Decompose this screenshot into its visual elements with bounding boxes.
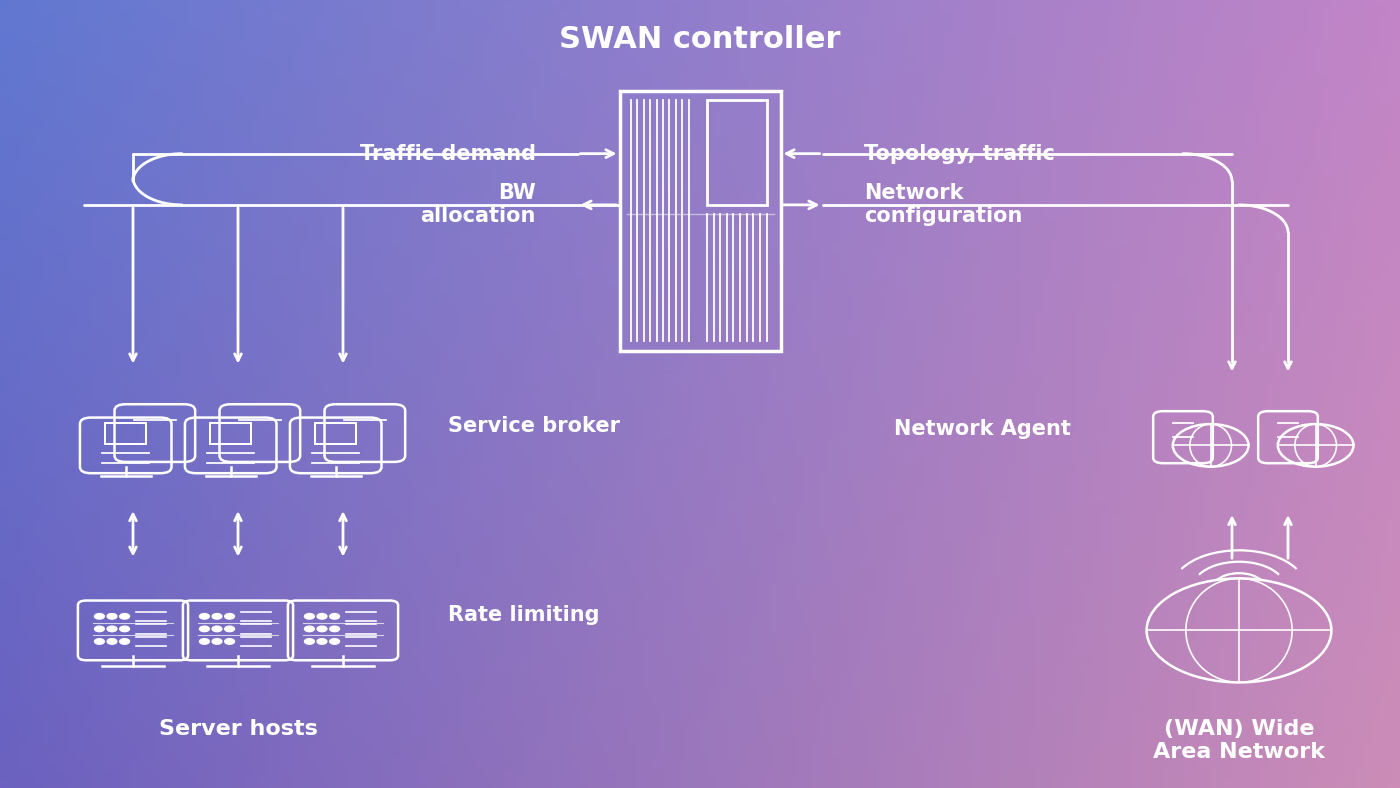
Circle shape: [95, 614, 105, 619]
Circle shape: [224, 614, 235, 619]
Circle shape: [106, 626, 118, 632]
Text: Network Agent: Network Agent: [895, 419, 1071, 440]
Circle shape: [330, 626, 339, 632]
Bar: [707, 100, 767, 205]
Text: Server hosts: Server hosts: [158, 719, 318, 739]
Circle shape: [213, 639, 223, 645]
Circle shape: [305, 639, 314, 645]
Text: (WAN) Wide
Area Network: (WAN) Wide Area Network: [1154, 719, 1324, 762]
Circle shape: [213, 626, 223, 632]
Circle shape: [199, 614, 210, 619]
Circle shape: [95, 639, 105, 645]
Bar: [619, 91, 781, 351]
Circle shape: [213, 614, 223, 619]
Circle shape: [199, 639, 210, 645]
Text: Traffic demand: Traffic demand: [360, 143, 535, 164]
Bar: [315, 423, 357, 444]
Circle shape: [106, 614, 118, 619]
Circle shape: [305, 626, 314, 632]
Circle shape: [95, 626, 105, 632]
Circle shape: [106, 639, 118, 645]
Circle shape: [119, 614, 129, 619]
Text: Service broker: Service broker: [448, 415, 620, 436]
Circle shape: [224, 639, 235, 645]
Text: Network
configuration: Network configuration: [864, 184, 1023, 226]
Circle shape: [330, 614, 339, 619]
Circle shape: [119, 626, 129, 632]
Text: SWAN controller: SWAN controller: [559, 25, 841, 54]
Bar: [210, 423, 252, 444]
Text: BW
allocation: BW allocation: [420, 184, 535, 226]
Circle shape: [316, 639, 326, 645]
Circle shape: [316, 614, 326, 619]
Circle shape: [224, 626, 235, 632]
Text: Rate limiting: Rate limiting: [448, 604, 599, 625]
Bar: [105, 423, 147, 444]
Circle shape: [330, 639, 339, 645]
Circle shape: [119, 639, 129, 645]
Circle shape: [305, 614, 314, 619]
Circle shape: [199, 626, 210, 632]
Text: Topology, traffic: Topology, traffic: [864, 143, 1056, 164]
Circle shape: [316, 626, 326, 632]
